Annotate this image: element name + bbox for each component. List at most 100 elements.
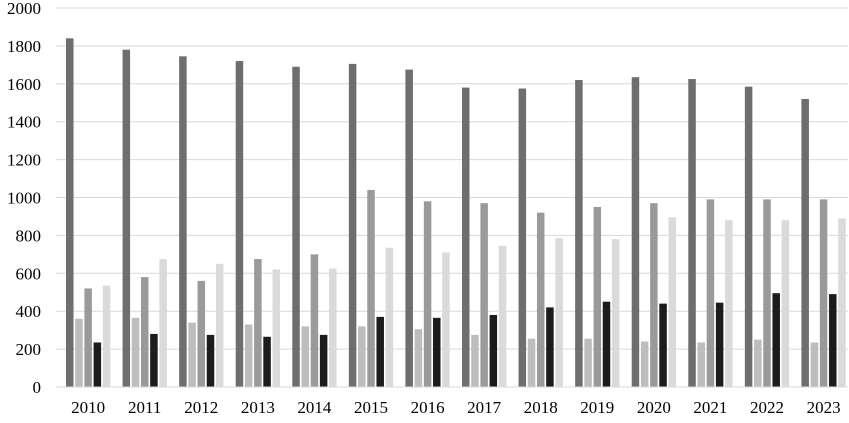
y-tick-label: 1400: [7, 113, 41, 132]
bar-2018-series-5: [555, 238, 563, 387]
bar-2016-series-3: [423, 201, 432, 387]
bar-2017-series-5: [498, 245, 507, 387]
y-tick-label: 400: [16, 302, 42, 321]
bar-2020-series-5: [668, 217, 677, 387]
bar-2014-series-1: [292, 66, 300, 388]
bar-2021-series-3: [706, 199, 715, 387]
x-tick-label: 2018: [524, 398, 558, 417]
bar-2018-series-1: [518, 88, 527, 387]
bar-2010-series-4: [93, 342, 102, 387]
x-tick-label: 2017: [467, 398, 502, 417]
bar-2010-series-1: [66, 38, 74, 387]
bar-2010-series-3: [84, 288, 92, 387]
x-tick-label: 2023: [807, 398, 841, 417]
bar-2012-series-2: [188, 322, 196, 387]
y-tick-label: 600: [16, 264, 42, 283]
bar-2011-series-4: [150, 333, 158, 387]
bar-2010-series-5: [102, 285, 111, 387]
bar-2022-series-2: [754, 339, 762, 387]
bar-2022-series-3: [763, 199, 771, 387]
bar-2018-series-4: [546, 307, 554, 387]
bar-2015-series-5: [385, 247, 394, 387]
bar-2011-series-1: [122, 49, 131, 387]
bar-2018-series-3: [536, 212, 545, 387]
bar-2023-series-4: [829, 294, 837, 387]
x-tick-label: 2016: [411, 398, 445, 417]
bar-2018-series-2: [527, 338, 536, 387]
bar-2015-series-1: [348, 63, 357, 388]
y-tick-label: 2000: [7, 0, 41, 18]
x-tick-label: 2012: [184, 398, 218, 417]
bar-2016-series-5: [442, 252, 450, 387]
y-tick-label: 1000: [7, 189, 41, 208]
bar-2013-series-2: [244, 324, 253, 387]
bar-2015-series-4: [376, 316, 384, 387]
tick-labels: 0 200 400 600 800 1000 1200 1400 1600 1800 2000 201…: [7, 0, 841, 417]
bar-2023-series-2: [810, 342, 819, 387]
bar-2010-series-2: [75, 318, 83, 387]
y-tick-label: 0: [33, 378, 42, 397]
bar-2017-series-1: [462, 87, 470, 387]
y-tick-label: 1800: [7, 37, 41, 56]
bar-2014-series-5: [329, 268, 337, 387]
bar-2019-series-2: [584, 338, 592, 387]
bar-2023-series-5: [838, 218, 846, 387]
bar-2019-series-3: [593, 206, 602, 387]
bar-2022-series-1: [744, 86, 753, 387]
bar-2013-series-1: [235, 61, 244, 388]
bar-2020-series-1: [631, 77, 640, 387]
bar-2012-series-4: [206, 334, 215, 387]
bar-2013-series-3: [254, 259, 262, 387]
x-tick-label: 2020: [637, 398, 671, 417]
x-tick-label: 2022: [750, 398, 784, 417]
bar-2011-series-2: [131, 317, 140, 387]
bar-2021-series-2: [697, 342, 705, 387]
bar-2012-series-3: [197, 280, 206, 387]
bar-2012-series-1: [179, 56, 187, 387]
bar-2023-series-3: [819, 199, 828, 387]
bar-2017-series-4: [489, 314, 498, 387]
bar-2019-series-1: [575, 80, 583, 387]
bar-2017-series-3: [480, 203, 488, 387]
bar-2015-series-3: [367, 189, 375, 387]
bar-2019-series-4: [602, 301, 611, 387]
x-tick-label: 2015: [354, 398, 388, 417]
bar-2013-series-5: [272, 269, 281, 387]
bars: [66, 38, 846, 388]
y-tick-label: 200: [16, 340, 42, 359]
bar-2021-series-1: [688, 79, 696, 387]
bar-2021-series-5: [725, 220, 733, 387]
bar-2021-series-4: [715, 302, 724, 387]
bar-2019-series-5: [611, 239, 620, 387]
bar-2022-series-5: [781, 220, 790, 387]
bar-2020-series-4: [659, 303, 667, 387]
y-tick-label: 1200: [7, 151, 41, 170]
x-tick-label: 2011: [128, 398, 161, 417]
y-tick-label: 1600: [7, 75, 41, 94]
bar-2022-series-4: [772, 293, 780, 387]
y-tick-label: 800: [16, 226, 42, 245]
bar-2011-series-3: [140, 277, 149, 387]
bar-2017-series-2: [471, 334, 479, 387]
gridlines: [56, 7, 848, 350]
x-tick-label: 2010: [71, 398, 105, 417]
bar-2016-series-2: [414, 329, 423, 387]
bar-2014-series-4: [319, 334, 328, 387]
bar-2016-series-1: [405, 69, 413, 388]
bar-2011-series-5: [159, 259, 167, 387]
bar-2014-series-2: [301, 326, 309, 387]
bar-2015-series-2: [358, 326, 366, 387]
bar-2012-series-5: [215, 263, 224, 387]
x-tick-label: 2013: [241, 398, 275, 417]
bar-2016-series-4: [433, 317, 441, 387]
bar-2014-series-3: [310, 254, 319, 387]
bar-2020-series-3: [650, 203, 658, 387]
x-tick-label: 2014: [297, 398, 332, 417]
bar-2013-series-4: [263, 336, 271, 387]
bar-2023-series-1: [801, 98, 809, 388]
x-tick-label: 2019: [580, 398, 614, 417]
x-tick-label: 2021: [693, 398, 727, 417]
bar-2020-series-2: [640, 341, 649, 387]
